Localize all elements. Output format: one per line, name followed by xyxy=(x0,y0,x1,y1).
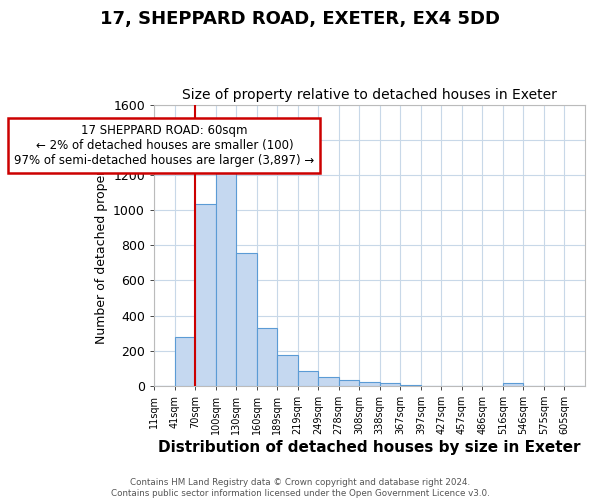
Bar xyxy=(400,385,421,386)
Bar xyxy=(236,253,257,386)
Text: Contains HM Land Registry data © Crown copyright and database right 2024.
Contai: Contains HM Land Registry data © Crown c… xyxy=(110,478,490,498)
Bar xyxy=(318,377,339,386)
Bar xyxy=(298,371,318,386)
Bar xyxy=(503,384,523,386)
Bar xyxy=(215,166,236,386)
Title: Size of property relative to detached houses in Exeter: Size of property relative to detached ho… xyxy=(182,88,557,102)
Bar xyxy=(339,380,359,386)
Bar xyxy=(277,355,298,386)
Bar xyxy=(359,382,380,386)
X-axis label: Distribution of detached houses by size in Exeter: Distribution of detached houses by size … xyxy=(158,440,581,455)
Text: 17 SHEPPARD ROAD: 60sqm
← 2% of detached houses are smaller (100)
97% of semi-de: 17 SHEPPARD ROAD: 60sqm ← 2% of detached… xyxy=(14,124,314,167)
Y-axis label: Number of detached properties: Number of detached properties xyxy=(95,146,107,344)
Bar xyxy=(257,328,277,386)
Bar xyxy=(380,384,400,386)
Bar xyxy=(195,204,215,386)
Bar xyxy=(175,336,195,386)
Text: 17, SHEPPARD ROAD, EXETER, EX4 5DD: 17, SHEPPARD ROAD, EXETER, EX4 5DD xyxy=(100,10,500,28)
